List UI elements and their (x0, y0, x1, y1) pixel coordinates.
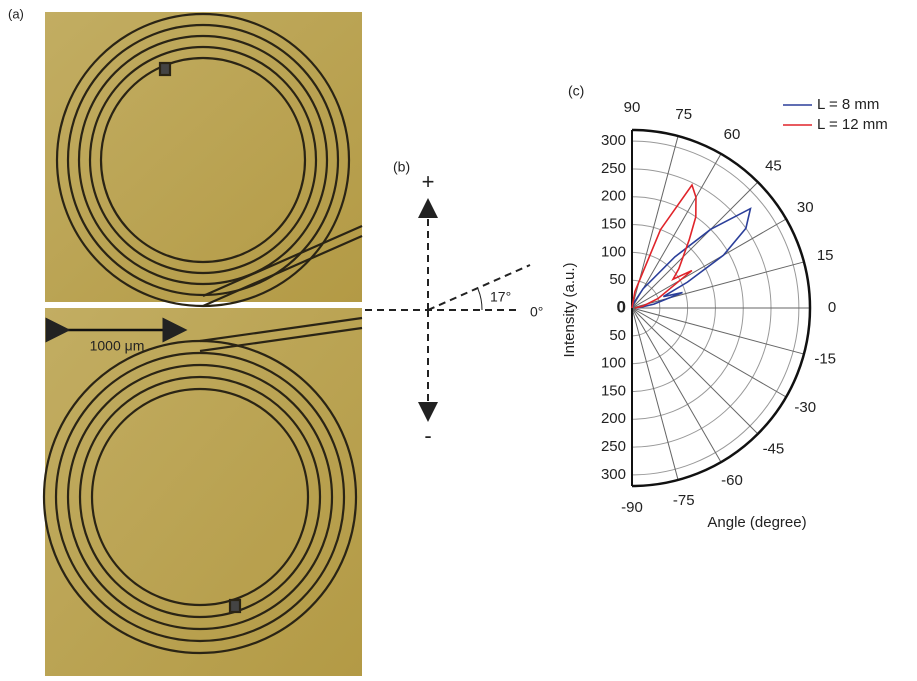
grid-spoke (632, 308, 804, 354)
r-tick-label: 200 (601, 188, 626, 205)
angle-tick-label: 15 (817, 247, 834, 264)
grid-spoke (632, 182, 758, 308)
r-tick-label: 300 (601, 132, 626, 149)
angle-tick-label: -75 (673, 492, 695, 509)
angle-tick-label: 60 (724, 126, 741, 143)
r-tick-label: 150 (601, 216, 626, 233)
angle-tick-label: -15 (814, 351, 836, 368)
r-tick-label: 50 (609, 327, 626, 344)
angle-tick-label: 30 (797, 199, 814, 216)
zero-label: 0° (530, 304, 543, 320)
r-tick-label: 200 (601, 410, 626, 427)
r-tick-label: 50 (609, 271, 626, 288)
angle-tick-label: 90 (624, 99, 641, 116)
angle-tick-label: 45 (765, 158, 782, 175)
y-axis-title: Intensity (a.u.) (561, 262, 578, 357)
r-tick-label: 300 (601, 466, 626, 483)
angle-tick-label: 0 (828, 299, 836, 316)
minus-label: - (424, 423, 431, 448)
angle-tick-label: 75 (675, 106, 692, 123)
angle-tick-label: -60 (721, 472, 743, 489)
r-tick-label: 150 (601, 382, 626, 399)
grid-spoke (632, 219, 786, 308)
r-tick-label: 250 (601, 438, 626, 455)
grid-spoke (632, 308, 758, 434)
angle-tick-label: -90 (621, 499, 643, 516)
angle-tick-label: -30 (794, 399, 816, 416)
direction-axes (365, 208, 530, 412)
angle-label: 17° (490, 289, 511, 305)
grid-spoke (632, 308, 721, 462)
series-line (632, 209, 750, 308)
figure: 1000 μm (a) (b) + - 17° 0° (c) 0 50 50 100 1… (0, 0, 917, 676)
plus-label: + (422, 169, 435, 194)
r-tick-label: 100 (601, 243, 626, 260)
panel-label: (c) (568, 83, 584, 99)
legend-label: L = 8 mm (817, 96, 879, 113)
x-axis-title: Angle (degree) (707, 514, 806, 531)
grid-spoke (632, 262, 804, 308)
micrograph-top (45, 12, 362, 302)
polar-chart: 05050100100150150200200250250300300-90-7… (561, 96, 888, 531)
page: {"panels": {"a": "(a)", "b": "(b)", "c":… (0, 0, 917, 681)
grid-spoke (632, 308, 786, 397)
panel-label: (a) (8, 6, 24, 21)
grid-spoke (632, 308, 678, 480)
panel-label: (b) (393, 159, 410, 175)
angle-tick-label: -45 (763, 440, 785, 457)
r-tick-label: 0 (617, 297, 626, 316)
legend-label: L = 12 mm (817, 116, 888, 133)
angle-arc (478, 289, 482, 310)
scale-bar-label: 1000 μm (90, 338, 145, 354)
r-tick-label: 250 (601, 160, 626, 177)
r-tick-label: 100 (601, 355, 626, 372)
